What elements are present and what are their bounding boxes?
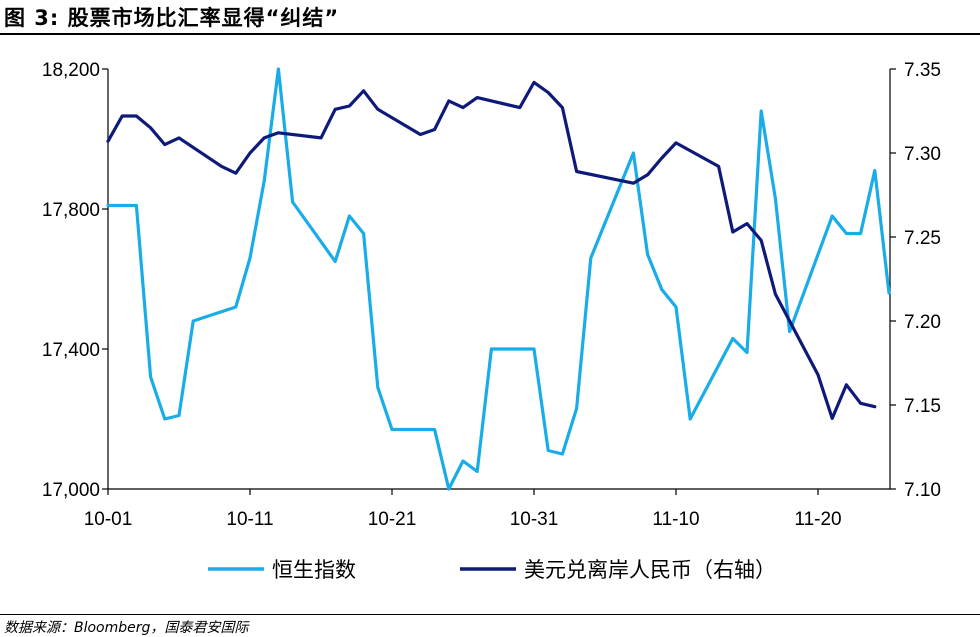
tick-labels: 17,000 17,400 17,800 18,200 7.10 7.15 7.20 7.25… [42, 60, 941, 530]
x-tick-label: 10-21 [368, 509, 417, 530]
right-tick-label: 7.15 [904, 396, 941, 417]
legend-label-1: 恒生指数 [272, 558, 356, 582]
source-note: 数据来源：Bloomberg，国泰君安国际 [4, 620, 249, 636]
left-tick-label: 17,400 [42, 340, 100, 361]
right-tick-label: 7.35 [904, 60, 941, 81]
right-tick-label: 7.30 [904, 144, 941, 165]
right-tick-label: 7.25 [904, 228, 941, 249]
line-chart: 17,000 17,400 17,800 18,200 7.10 7.15 7.20 7.25… [42, 60, 941, 582]
series-line-2 [106, 80, 877, 420]
x-tick-label: 11-20 [794, 509, 841, 530]
series-lines [106, 67, 891, 491]
right-tick-label: 7.20 [904, 312, 941, 333]
source-divider [0, 614, 980, 615]
legend: 恒生指数 美元兑离岸人民币（右轴） [208, 558, 776, 582]
legend-label-2: 美元兑离岸人民币（右轴） [524, 558, 776, 582]
left-tick-label: 17,000 [42, 480, 100, 501]
right-tick-label: 7.10 [904, 480, 941, 501]
axes [102, 68, 896, 495]
x-tick-label: 10-11 [226, 509, 273, 530]
left-tick-label: 17,800 [42, 200, 100, 221]
x-tick-label: 11-10 [652, 509, 699, 530]
chart-title: 图 3: 股票市场比汇率显得“纠结” [4, 6, 340, 30]
x-tick-label: 10-01 [84, 509, 133, 530]
series-line-1 [106, 67, 891, 491]
left-tick-label: 18,200 [42, 60, 100, 81]
title-divider [0, 33, 980, 35]
x-tick-label: 10-31 [510, 509, 559, 530]
